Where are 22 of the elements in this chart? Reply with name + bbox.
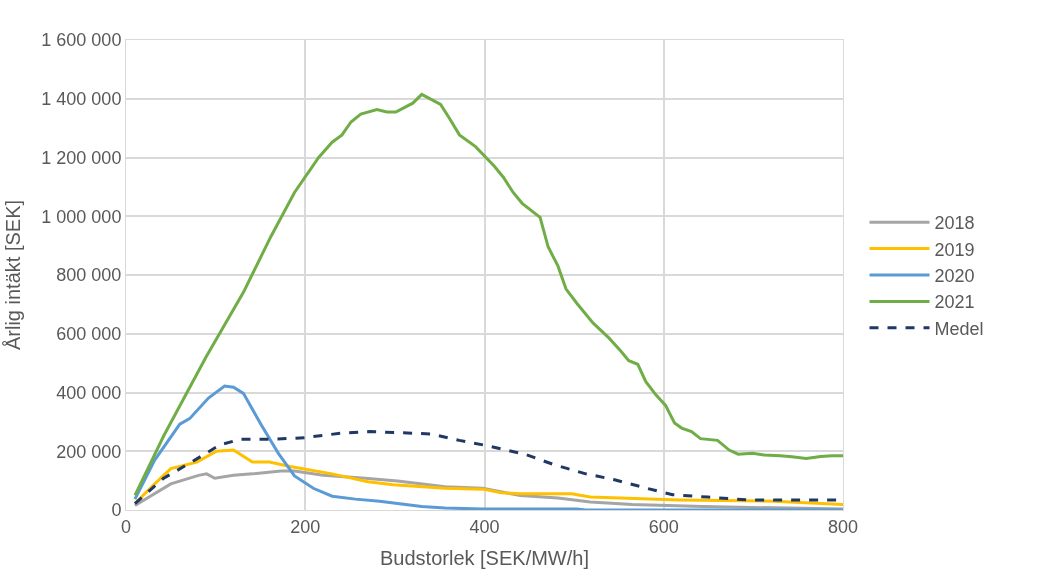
x-tick-label: 400 — [469, 516, 500, 537]
y-tick-label: 400 000 — [56, 382, 122, 403]
legend-label: 2018 — [934, 213, 975, 234]
x-tick-label: 800 — [827, 516, 859, 537]
y-tick-label: 1 200 000 — [41, 147, 122, 168]
x-tick-label: 200 — [290, 516, 321, 537]
y-tick-label: 1 400 000 — [41, 89, 122, 110]
legend-label: Medel — [934, 318, 984, 339]
y-tick-label: 0 — [111, 500, 122, 521]
legend-label: 2021 — [934, 292, 975, 313]
line-series — [133, 92, 843, 497]
y-tick-label: 800 000 — [56, 265, 122, 286]
y-tick-label: 1 600 000 — [41, 30, 122, 51]
line-series — [133, 384, 843, 510]
y-tick-label: 600 000 — [56, 324, 122, 345]
y-tick-label: 1 000 000 — [41, 206, 122, 227]
y-axis-title: Årlig intäkt [SEK] — [1, 199, 24, 351]
x-tick-label: 600 — [648, 516, 679, 537]
x-axis-title: Budstorlek [SEK/MW/h] — [380, 547, 589, 570]
y-tick-label: 200 000 — [56, 441, 122, 462]
legend-label: 2020 — [934, 266, 975, 287]
legend-label: 2019 — [934, 239, 975, 260]
